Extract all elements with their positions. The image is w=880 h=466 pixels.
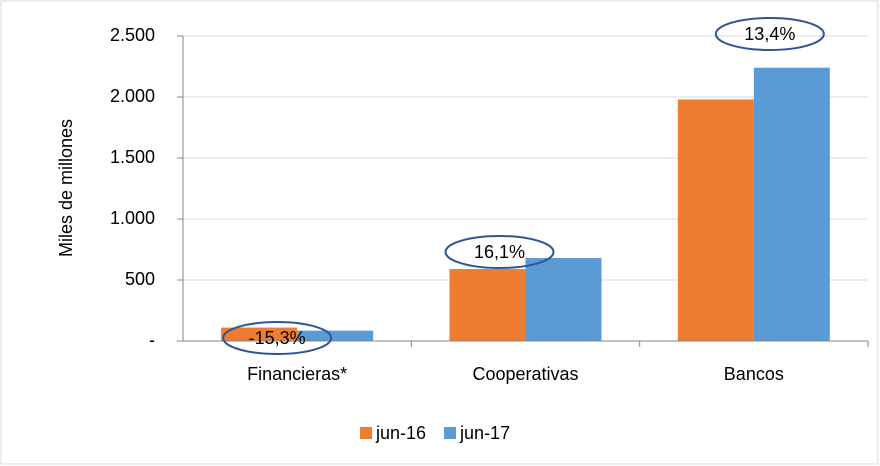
y-tick-label: 500 — [125, 269, 155, 289]
bar — [297, 330, 374, 341]
bar — [525, 258, 602, 341]
y-tick-label: 2.500 — [110, 25, 155, 45]
annotation-ellipse — [714, 17, 825, 51]
annotation: 16,1% — [474, 242, 525, 262]
bar — [221, 327, 298, 341]
x-tick-label: Cooperativas — [472, 364, 578, 384]
bar — [753, 67, 830, 341]
bar — [677, 99, 754, 341]
annotation: -15,3% — [249, 328, 306, 348]
legend-label: jun-17 — [459, 423, 510, 443]
y-tick-label: 1.500 — [110, 147, 155, 167]
x-tick-label: Financieras* — [247, 364, 347, 384]
annotation: 13,4% — [744, 24, 795, 44]
y-axis-title: Miles de millones — [56, 119, 76, 257]
y-tick-label: 2.000 — [110, 86, 155, 106]
y-tick-label: - — [149, 330, 155, 350]
legend-label: jun-16 — [375, 423, 426, 443]
legend-swatch — [444, 427, 457, 439]
x-tick-label: Bancos — [724, 364, 784, 384]
annotation-ellipse — [444, 235, 555, 269]
legend-swatch — [360, 427, 372, 439]
bar — [449, 269, 526, 341]
annotation-ellipse — [222, 321, 333, 355]
y-tick-label: 1.000 — [110, 208, 155, 228]
